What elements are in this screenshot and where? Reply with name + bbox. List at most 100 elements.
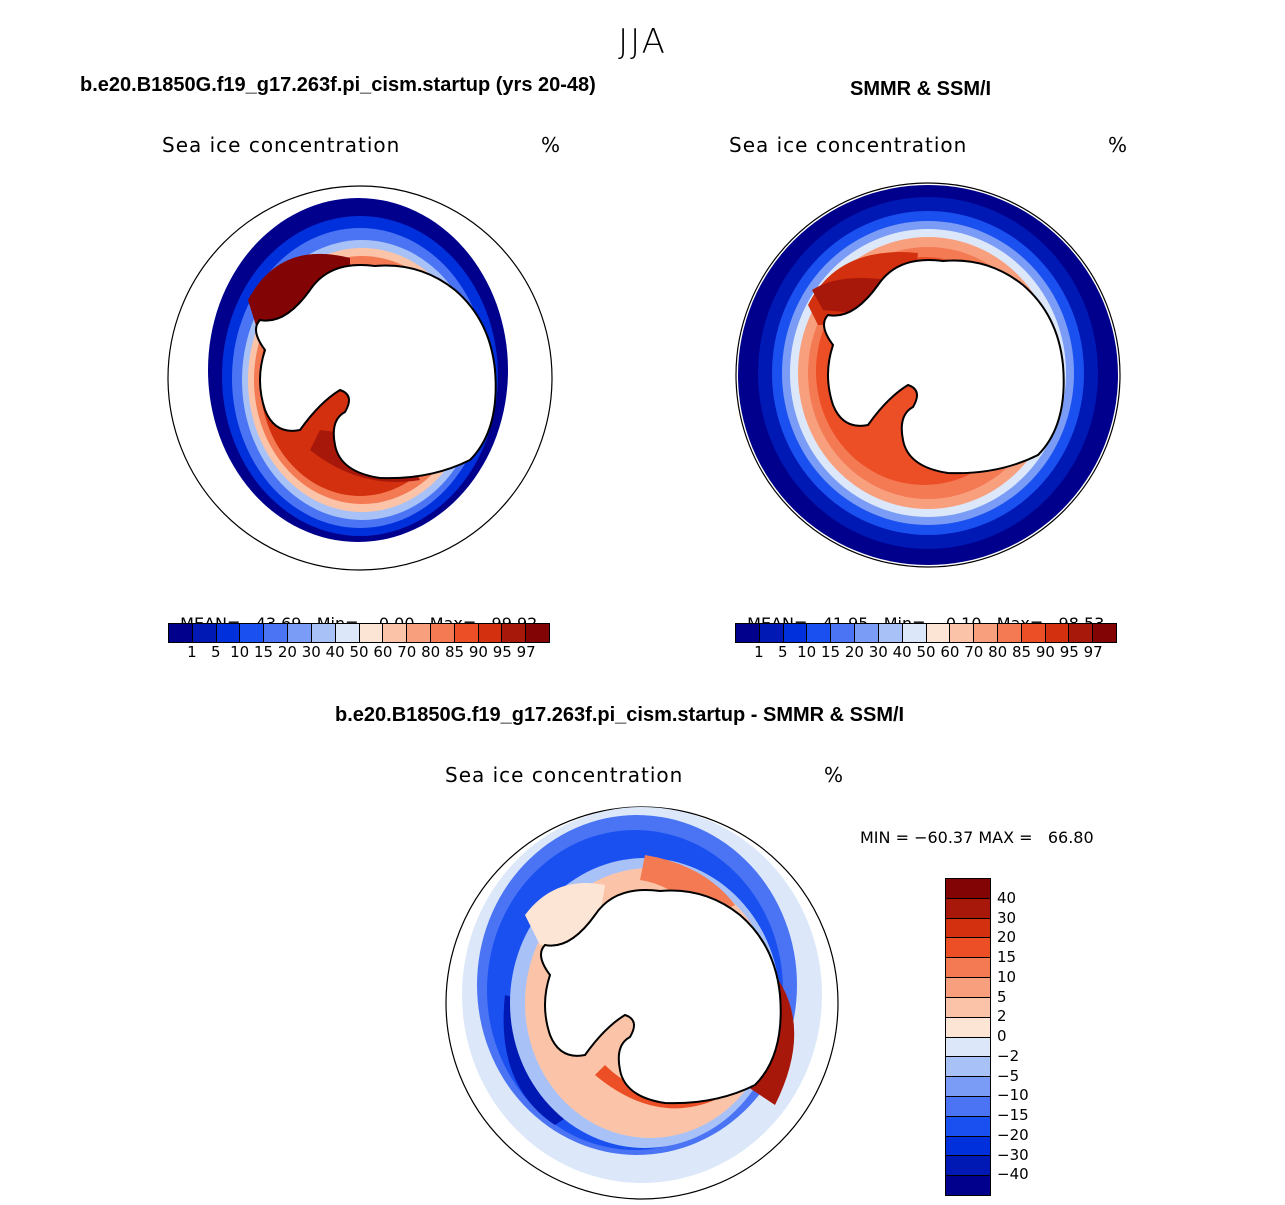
- obs-panel-title: SMMR & SSM/I: [850, 78, 992, 100]
- diff-min-max: MIN = −60.37 MAX = 66.80: [860, 828, 1094, 847]
- obs-colorbar-tick-label: 90: [1035, 643, 1055, 661]
- diff-colorbar-swatch-6: [946, 997, 990, 1018]
- model-colorbar-swatch-10: [407, 624, 431, 642]
- obs-colorbar-swatch-10: [974, 624, 998, 642]
- diff-colorbar-swatch-14: [946, 1156, 990, 1177]
- obs-colorbar-swatch-12: [1021, 624, 1046, 642]
- model-colorbar: 1 5 10 15 20 30 40 50 60 70 80 85 90 95 97: [168, 623, 550, 661]
- diff-antarctica: [540, 889, 782, 1105]
- model-colorbar-tick-label: 97: [516, 643, 536, 661]
- obs-colorbar-swatch-9: [950, 624, 975, 642]
- diff-panel-title: b.e20.B1850G.f19_g17.263f.pi_cism.startu…: [335, 704, 905, 726]
- diff-map: [445, 806, 839, 1200]
- diff-colorbar-tick-label: 15: [997, 948, 1017, 966]
- model-colorbar-swatch-4: [264, 624, 289, 642]
- diff-colorbar-swatch-4: [946, 958, 990, 979]
- obs-colorbar-swatch-13: [1045, 624, 1070, 642]
- model-colorbar-tick-label: 30: [301, 643, 321, 661]
- model-colorbar-tick-label: 60: [373, 643, 393, 661]
- diff-colorbar-tick-label: −2: [997, 1046, 1020, 1065]
- diff-colorbar-tick-label: 20: [997, 928, 1017, 947]
- model-colorbar-swatch-0: [169, 624, 193, 642]
- diff-colorbar-tick-label: 5: [997, 987, 1007, 1006]
- obs-colorbar-swatch-7: [902, 624, 927, 642]
- model-colorbar-tick-label: 15: [253, 643, 274, 661]
- obs-colorbar-tick-label: 60: [940, 643, 960, 661]
- obs-colorbar-tick-label: 5: [777, 643, 788, 661]
- diff-colorbar-swatch-13: [946, 1136, 990, 1157]
- model-colorbar-tick-label: 70: [397, 643, 417, 661]
- obs-colorbar-swatch-14: [1069, 624, 1094, 642]
- diff-colorbar-tick-label: 40: [997, 888, 1017, 907]
- obs-colorbar-swatch-1: [759, 624, 784, 642]
- obs-colorbar-swatch-4: [831, 624, 856, 642]
- model-panel-title: b.e20.B1850G.f19_g17.263f.pi_cism.startu…: [80, 74, 596, 96]
- diff-colorbar-swatch-1: [946, 898, 990, 919]
- model-colorbar-tick-label: 80: [421, 643, 441, 661]
- model-colorbar-tick-label: 95: [492, 643, 512, 661]
- model-colorbar-swatch-12: [454, 624, 479, 642]
- model-antarctica: [255, 264, 497, 480]
- obs-colorbar-swatch-11: [997, 624, 1022, 642]
- diff-colorbar-swatch-5: [946, 978, 990, 998]
- model-map: [167, 185, 553, 571]
- diff-colorbar-tick-label: −20: [997, 1125, 1029, 1144]
- obs-colorbar-tick-label: 10: [797, 643, 817, 661]
- diff-colorbar-swatch-2: [946, 918, 990, 939]
- model-colorbar-tick-label: 50: [349, 643, 369, 661]
- obs-map: [735, 182, 1121, 568]
- model-colorbar-swatch-5: [288, 624, 312, 642]
- obs-colorbar-tick-label: 80: [988, 643, 1008, 661]
- obs-colorbar-swatch-3: [807, 624, 832, 642]
- diff-colorbar-tick-label: −10: [997, 1086, 1029, 1105]
- model-colorbar-tick-label: 5: [210, 643, 221, 661]
- model-colorbar-tick-label: 90: [468, 643, 488, 661]
- model-colorbar-tick-label: 1: [187, 643, 197, 661]
- model-colorbar-swatch-8: [359, 624, 384, 642]
- diff-colorbar-tick-label: −15: [997, 1106, 1029, 1124]
- obs-colorbar-swatch-5: [855, 624, 879, 642]
- obs-colorbar-swatch-0: [736, 624, 760, 642]
- model-colorbar-tick-label: 20: [277, 643, 297, 661]
- diff-colorbar-tick-label: 0: [997, 1027, 1007, 1045]
- obs-colorbar-tick-label: 97: [1083, 643, 1103, 661]
- obs-unit: %: [1108, 133, 1128, 157]
- obs-colorbar-tick-label: 95: [1059, 643, 1079, 661]
- obs-colorbar-swatch-2: [783, 624, 808, 642]
- obs-colorbar-tick-label: 70: [964, 643, 984, 661]
- diff-colorbar-swatch-0: [946, 879, 990, 899]
- diff-colorbar-swatch-10: [946, 1077, 990, 1097]
- model-colorbar-swatch-1: [192, 624, 217, 642]
- diff-subtitle: Sea ice concentration: [445, 763, 684, 787]
- diff-colorbar-swatch-7: [946, 1017, 990, 1038]
- model-colorbar-tick-label: 40: [325, 643, 345, 661]
- obs-subtitle: Sea ice concentration: [729, 133, 968, 157]
- obs-antarctica: [823, 259, 1065, 475]
- obs-colorbar-tick-label: 15: [820, 643, 841, 661]
- obs-colorbar: 1 5 10 15 20 30 40 50 60 70 80 85 90 95 97: [735, 623, 1117, 661]
- obs-colorbar-swatch-15: [1093, 624, 1116, 642]
- diff-colorbar-tick-label: 30: [997, 908, 1017, 927]
- model-colorbar-swatch-15: [526, 624, 549, 642]
- diff-colorbar-tick-label: −30: [997, 1145, 1029, 1164]
- model-colorbar-tick-label: 10: [230, 643, 250, 661]
- model-colorbar-swatch-13: [478, 624, 503, 642]
- diff-colorbar-tick-label: 2: [997, 1007, 1007, 1026]
- obs-colorbar-tick-label: 85: [1011, 643, 1032, 661]
- model-colorbar-tick-label: 85: [444, 643, 465, 661]
- model-colorbar-swatch-9: [383, 624, 408, 642]
- diff-colorbar-swatch-15: [946, 1176, 990, 1195]
- model-colorbar-swatch-3: [240, 624, 265, 642]
- obs-colorbar-swatch-6: [878, 624, 903, 642]
- obs-colorbar-tick-label: 50: [916, 643, 936, 661]
- diff-colorbar-swatch-12: [946, 1116, 990, 1137]
- model-colorbar-swatch-11: [430, 624, 455, 642]
- obs-colorbar-tick-label: 40: [892, 643, 912, 661]
- model-colorbar-swatch-6: [311, 624, 336, 642]
- obs-colorbar-swatch-8: [926, 624, 951, 642]
- diff-colorbar-swatch-8: [946, 1037, 990, 1058]
- diff-colorbar-tick-label: −40: [997, 1165, 1029, 1184]
- model-unit: %: [541, 133, 561, 157]
- diff-colorbar-swatch-11: [946, 1096, 990, 1117]
- model-colorbar-swatch-2: [216, 624, 241, 642]
